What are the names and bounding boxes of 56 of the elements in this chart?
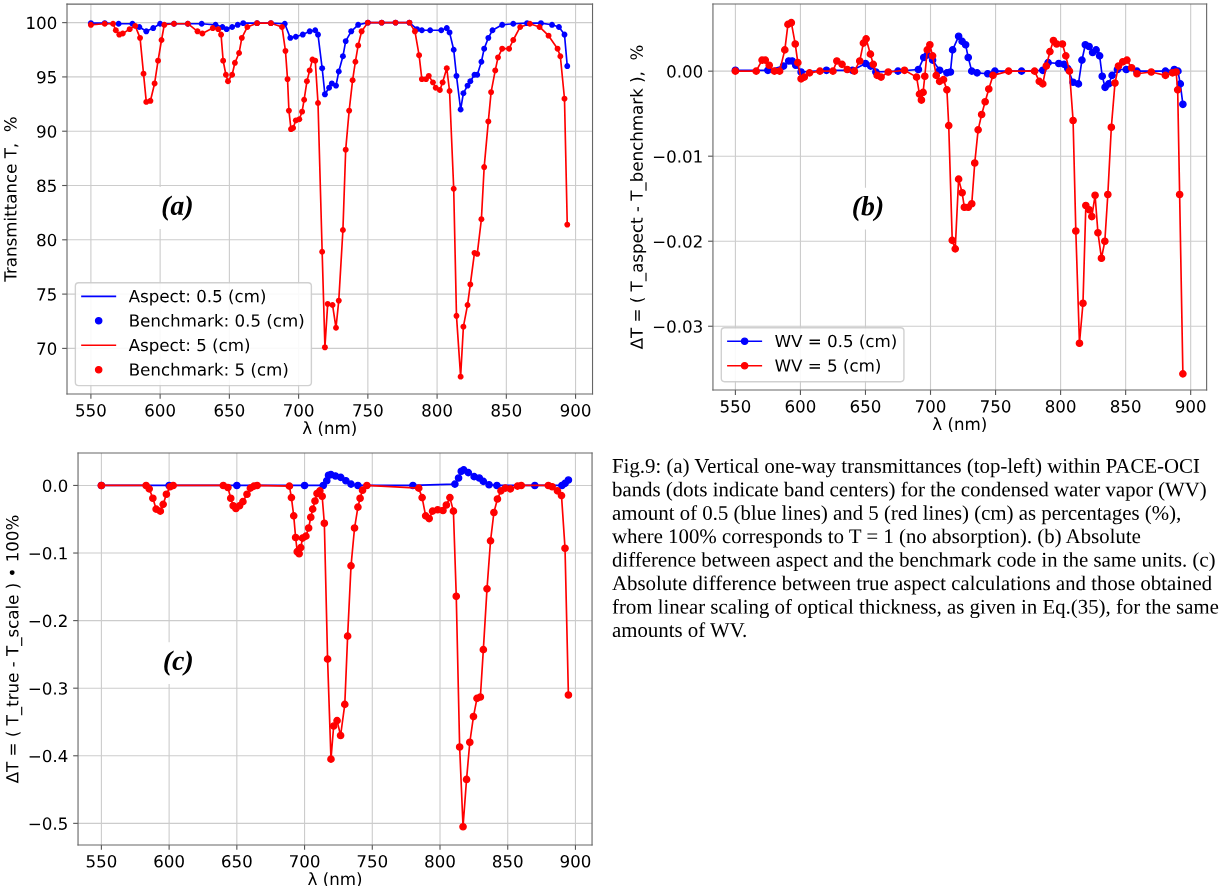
x-tick-label: 650 xyxy=(850,400,881,413)
x-tick-label: 850 xyxy=(492,854,523,868)
y-tick-label: −0.03 xyxy=(653,320,702,333)
x-tick-label: 600 xyxy=(785,400,816,413)
y-axis-title: ΔT = ( T_aspect - T_benchmark ), % xyxy=(630,45,647,350)
y-tick-label: −0.01 xyxy=(653,150,702,163)
x-tick-label: 700 xyxy=(290,854,320,868)
caption: Fig.9: (a) Vertical one-way transmittances (top-left) within PACE-OCI bands (dots indicate band centers) for the condensed water vapor (WV) amount of 0.5 (blue lines) and 5 (red lines) (cm) as percentages (%), where 100% corresponds to T = 1 (no absorption). (b) Absolute difference between aspect and the benchmark code in the same units. (c) Absolute difference between true aspect calculations and those obtained from linear scaling of optical thickness, as given in Eq.(35), for the same amounts of WV. xyxy=(612,458,1219,638)
x-tick-label: 800 xyxy=(422,404,452,417)
y-tick-label: 70 xyxy=(37,342,57,355)
y-tick-label: 85 xyxy=(37,179,56,193)
legend-label: Benchmark: 5 (cm) xyxy=(130,362,288,378)
x-tick-label: 750 xyxy=(357,854,388,868)
x-tick-label: 900 xyxy=(560,854,591,868)
y-tick-label: 95 xyxy=(37,70,56,84)
y-axis-title: ΔT = ( T_true - T_scale ) • 100% xyxy=(5,515,23,784)
legend-label: WV = 0.5 (cm) xyxy=(775,334,896,350)
x-tick-label: 700 xyxy=(915,400,946,413)
x-tick-label: 600 xyxy=(154,854,184,868)
x-tick-label: 550 xyxy=(720,400,751,413)
x-axis-title: λ (nm) xyxy=(932,417,986,433)
y-tick-label: 80 xyxy=(37,233,57,247)
y-tick-label: 0.00 xyxy=(667,65,703,78)
legend-label: WV = 5 (cm) xyxy=(775,358,880,374)
y-tick-label: −0.5 xyxy=(29,817,67,830)
y-tick-label: −0.2 xyxy=(29,614,67,628)
y-tick-label: −0.1 xyxy=(29,546,67,560)
legend-label: Aspect: 5 (cm) xyxy=(128,338,250,355)
x-tick-label: 800 xyxy=(425,854,455,868)
y-axis-title: Transmittance T, % xyxy=(3,117,19,282)
annotation: (c) xyxy=(164,650,192,676)
x-axis-title: λ (nm) xyxy=(302,421,356,437)
y-tick-label: 100 xyxy=(27,16,57,30)
x-tick-label: 700 xyxy=(284,404,314,417)
x-tick-label: 850 xyxy=(491,404,522,417)
x-tick-label: 750 xyxy=(981,400,1011,413)
x-tick-label: 850 xyxy=(1110,400,1141,413)
y-tick-label: 0.0 xyxy=(42,479,68,493)
y-tick-label: 75 xyxy=(37,288,56,301)
legend-label: Aspect: 0.5 (cm) xyxy=(128,289,265,306)
annotation: (a) xyxy=(162,195,192,221)
x-tick-label: 800 xyxy=(1045,400,1076,413)
y-tick-label: −0.3 xyxy=(29,682,67,695)
x-tick-label: 750 xyxy=(353,404,383,417)
x-tick-label: 550 xyxy=(86,854,117,868)
y-tick-label: −0.02 xyxy=(653,235,702,248)
x-tick-label: 650 xyxy=(214,404,245,417)
x-tick-label: 550 xyxy=(76,404,106,417)
y-tick-label: −0.4 xyxy=(29,749,68,763)
x-tick-label: 900 xyxy=(560,404,591,417)
y-tick-label: 90 xyxy=(37,125,57,138)
x-tick-label: 650 xyxy=(222,854,252,868)
annotation: (b) xyxy=(853,195,883,222)
x-tick-label: 600 xyxy=(145,404,175,417)
legend-label: Benchmark: 0.5 (cm) xyxy=(130,313,304,329)
x-tick-label: 900 xyxy=(1175,400,1206,413)
